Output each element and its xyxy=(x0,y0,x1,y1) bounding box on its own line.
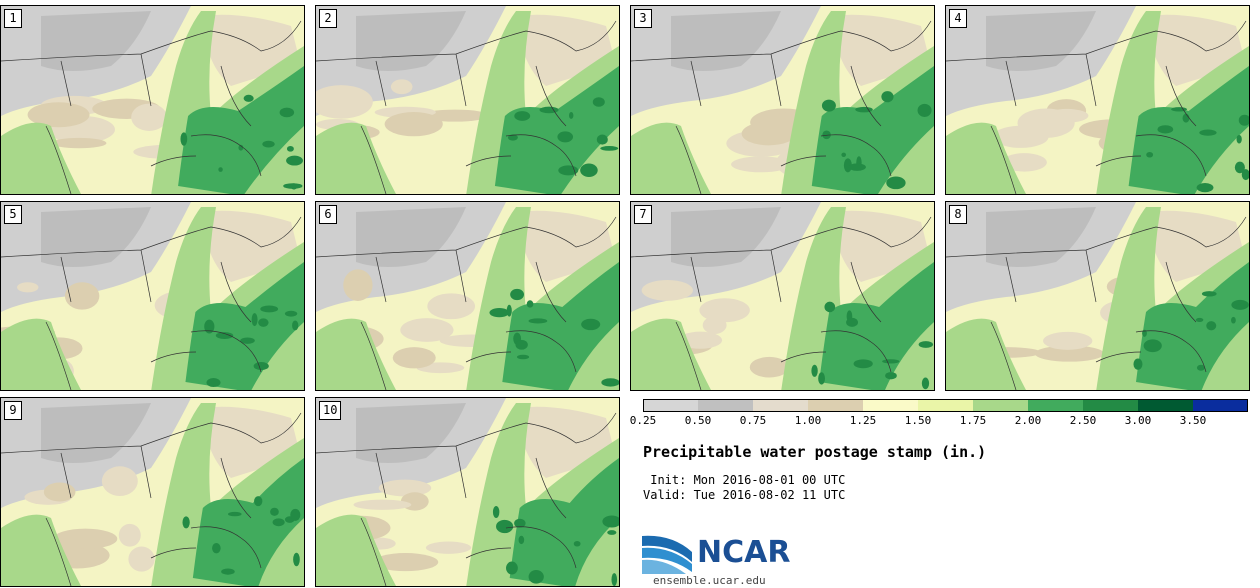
colorbar-swatch xyxy=(753,399,809,412)
ensemble-member-panel: 6 xyxy=(315,201,620,391)
colorbar-tick-label: 1.25 xyxy=(849,414,877,427)
precipitable-water-map xyxy=(946,202,1249,390)
colorbar-tick-label: 2.00 xyxy=(1014,414,1042,427)
member-number-label: 10 xyxy=(319,401,342,420)
ensemble-member-panel: 8 xyxy=(945,201,1250,391)
valid-time: Valid: Tue 2016-08-02 11 UTC xyxy=(643,488,846,502)
colorbar-tick-label: 1.50 xyxy=(904,414,932,427)
colorbar-tick-label: 1.00 xyxy=(794,414,822,427)
precipitable-water-map xyxy=(946,6,1249,194)
colorbar-tick-label: 3.00 xyxy=(1124,414,1152,427)
precipitable-water-map xyxy=(316,6,619,194)
member-number-label: 2 xyxy=(319,9,337,28)
member-number-label: 8 xyxy=(949,205,967,224)
colorbar-tick-label: 0.50 xyxy=(684,414,712,427)
colorbar-swatch xyxy=(643,399,699,412)
colorbar-swatch xyxy=(1028,399,1084,412)
colorbar-swatch xyxy=(973,399,1029,412)
chart-title: Precipitable water postage stamp (in.) xyxy=(643,443,987,461)
colorbar-swatch xyxy=(698,399,754,412)
member-number-label: 9 xyxy=(4,401,22,420)
member-number-label: 5 xyxy=(4,205,22,224)
member-number-label: 7 xyxy=(634,205,652,224)
colorbar-swatch xyxy=(1138,399,1194,412)
precipitable-water-map xyxy=(1,202,304,390)
ensemble-member-panel: 9 xyxy=(0,397,305,587)
precipitable-water-map xyxy=(1,6,304,194)
ensemble-member-panel: 7 xyxy=(630,201,935,391)
ensemble-member-panel: 4 xyxy=(945,5,1250,195)
member-number-label: 3 xyxy=(634,9,652,28)
precipitable-water-map xyxy=(316,202,619,390)
init-time: Init: Mon 2016-08-01 00 UTC xyxy=(643,473,846,487)
ensemble-member-panel: 10 xyxy=(315,397,620,587)
precipitable-water-colorbar xyxy=(643,399,1248,412)
member-number-label: 6 xyxy=(319,205,337,224)
ensemble-url: ensemble.ucar.edu xyxy=(653,574,766,587)
ensemble-member-panel: 3 xyxy=(630,5,935,195)
colorbar-tick-label: 2.50 xyxy=(1069,414,1097,427)
ensemble-member-panel: 1 xyxy=(0,5,305,195)
ensemble-member-panel: 2 xyxy=(315,5,620,195)
colorbar-swatch xyxy=(1193,399,1248,412)
ncar-logo-icon xyxy=(642,535,692,574)
precipitable-water-map xyxy=(631,202,934,390)
ensemble-member-panel: 5 xyxy=(0,201,305,391)
colorbar-tick-label: 1.75 xyxy=(959,414,987,427)
member-number-label: 4 xyxy=(949,9,967,28)
precipitable-water-map xyxy=(1,398,304,586)
colorbar-swatch xyxy=(918,399,974,412)
ncar-wordmark: NCAR xyxy=(697,535,791,570)
precipitable-water-map xyxy=(631,6,934,194)
colorbar-tick-label: 0.75 xyxy=(739,414,767,427)
colorbar-swatch xyxy=(863,399,919,412)
member-number-label: 1 xyxy=(4,9,22,28)
colorbar-swatch xyxy=(1083,399,1139,412)
colorbar-tick-label: 3.50 xyxy=(1179,414,1207,427)
colorbar-tick-label: 0.25 xyxy=(629,414,657,427)
precipitable-water-map xyxy=(316,398,619,586)
colorbar-swatch xyxy=(808,399,864,412)
